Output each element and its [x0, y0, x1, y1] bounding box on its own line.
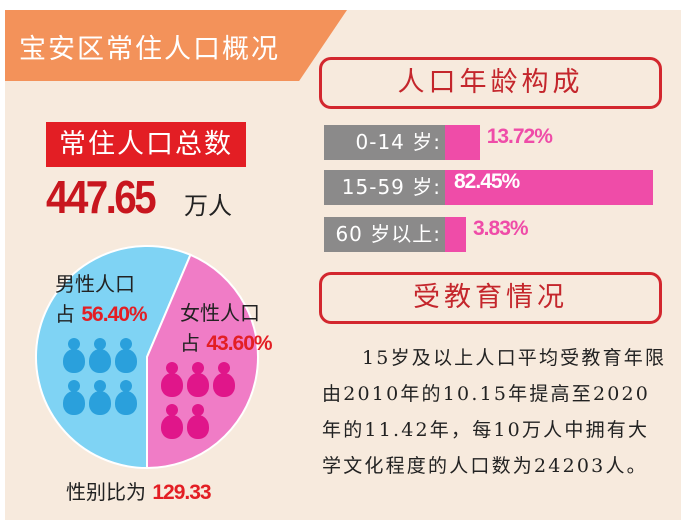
age-bar-label: 15-59 岁: [324, 170, 445, 205]
female-pct: 43.60% [206, 332, 272, 355]
page-title: 宝安区常住人口概况 [19, 34, 280, 65]
total-population-unit: 万人 [184, 192, 232, 220]
male-prefix: 占 [55, 302, 75, 326]
male-person-icon [114, 380, 138, 420]
male-pct: 56.40% [81, 303, 147, 326]
male-people-icons [62, 338, 140, 420]
sex-ratio: 性别比为 129.33 [66, 476, 212, 505]
female-person-icon [212, 362, 236, 402]
male-person-icon [62, 338, 86, 378]
female-person-icon [186, 404, 210, 444]
title-banner: 宝安区常住人口概况 [5, 10, 347, 81]
female-person-icon [160, 404, 184, 444]
education-heading: 受教育情况 [319, 272, 662, 324]
age-bar-value: 3.83% [473, 217, 529, 240]
age-bar-value: 82.45% [454, 170, 520, 193]
male-share: 占 56.40% [55, 298, 148, 327]
total-population-label: 常住人口总数 [46, 122, 246, 167]
male-label: 男性人口 [55, 272, 135, 296]
female-label: 女性人口 [180, 301, 260, 325]
age-bar-label: 60 岁以上: [324, 217, 445, 252]
female-share: 占 43.60% [180, 327, 273, 356]
female-prefix: 占 [180, 331, 200, 355]
age-heading: 人口年龄构成 [319, 57, 662, 109]
female-person-icon [186, 362, 210, 402]
age-bar-value: 13.72% [486, 125, 553, 148]
sex-ratio-value: 129.33 [152, 481, 211, 504]
age-bar [445, 125, 480, 160]
female-person-icon [160, 362, 184, 402]
age-bar [445, 217, 466, 252]
age-bar-label: 0-14 岁: [324, 125, 445, 160]
age-bar [445, 170, 654, 205]
female-people-icons [160, 362, 238, 444]
total-population-value: 447.65 [46, 171, 157, 223]
male-person-icon [114, 338, 138, 378]
sex-ratio-label: 性别比为 [66, 480, 146, 504]
male-person-icon [88, 338, 112, 378]
male-person-icon [62, 380, 86, 420]
male-person-icon [88, 380, 112, 420]
education-text: 15岁及以上人口平均受教育年限由2010年的10.15年提高至2020年的11.… [322, 347, 667, 477]
